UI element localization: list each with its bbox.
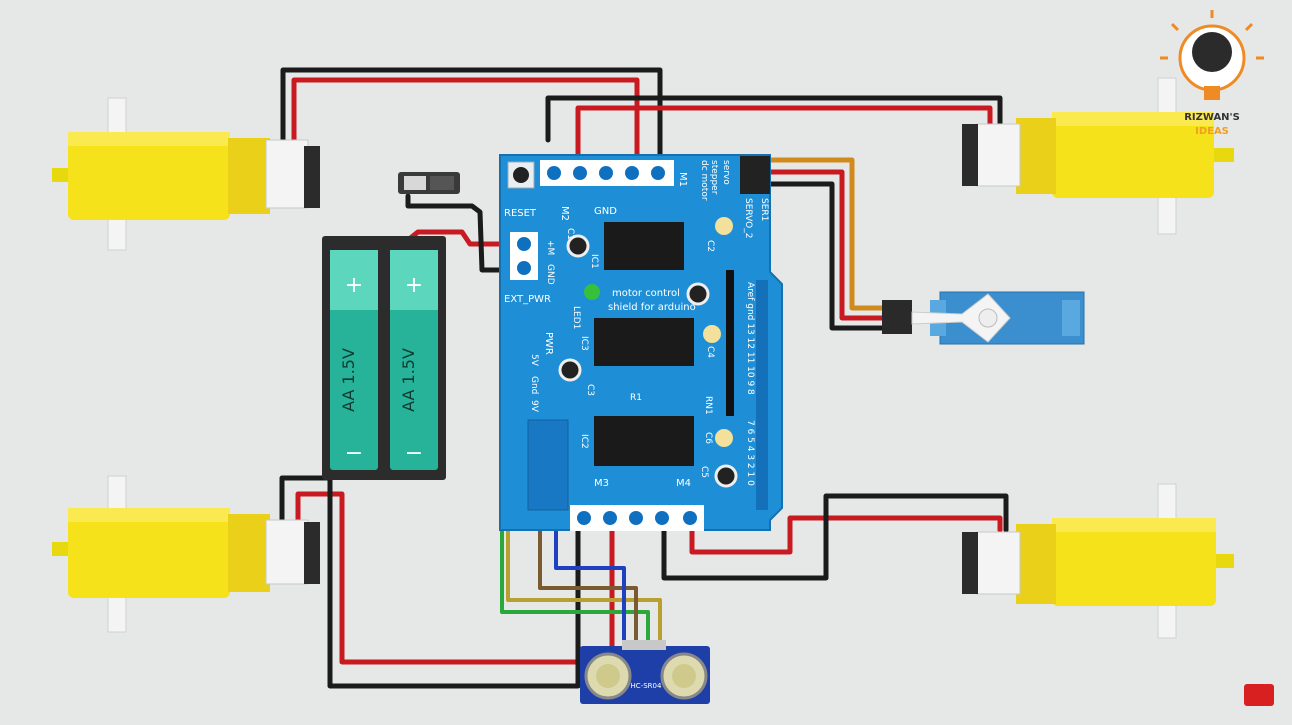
wire-black-m1-topright: [545, 95, 1003, 143]
label-m4: M4: [676, 478, 691, 489]
label-c6: C6: [703, 432, 713, 444]
wires: [279, 67, 1009, 689]
sensor-label: HC-SR04: [631, 682, 662, 690]
battery-2-label: AA 1.5V: [399, 348, 418, 412]
label-c5: C5: [699, 466, 709, 478]
motor-shield: RESET GND EXT_PWR PWR M1 M2 M3 M4 +M GND…: [499, 154, 783, 531]
battery-2-minus: −: [405, 441, 423, 466]
label-reset: RESET: [504, 208, 537, 219]
wire-orange-servo: [767, 157, 893, 311]
motor-bottom-left: [52, 475, 320, 633]
shield-title-1: motor control: [612, 288, 680, 299]
battery-1: + AA 1.5V −: [330, 250, 378, 470]
label-pwr: PWR: [543, 332, 554, 355]
wire-black-servo: [767, 181, 893, 331]
wire-black-battery: [405, 193, 518, 273]
wire-black-m3-bottomleft: [279, 475, 581, 689]
wire-blue-sensor: [554, 503, 626, 650]
battery-2: + AA 1.5V −: [390, 250, 438, 470]
label-led1: LED1: [571, 306, 581, 329]
battery-2-plus: +: [405, 273, 423, 298]
label-c2: C2: [705, 240, 715, 252]
label-m3: M3: [594, 478, 609, 489]
wire-black-m4-bottomright: [661, 493, 1009, 581]
label-ic3: IC3: [579, 336, 589, 351]
logo-line-2: IDEAS: [1195, 126, 1229, 137]
label-ic2: IC2: [579, 434, 589, 449]
label-ext-pwr: EXT_PWR: [504, 294, 551, 305]
wire-red-battery: [405, 229, 518, 247]
label-r1: R1: [630, 393, 642, 403]
label-digital: 7 6 5 4 3 2 1 0: [745, 420, 755, 486]
label-m1: M1: [677, 172, 688, 187]
logo-line-1: RIZWAN'S: [1184, 112, 1240, 123]
battery-1-minus: −: [345, 441, 363, 466]
battery-1-label: AA 1.5V: [339, 348, 358, 412]
motor-bottom-right: [962, 483, 1234, 639]
wire-red-servo: [767, 169, 893, 321]
label-stepper: stepper: [709, 160, 719, 195]
label-9v: 9V: [529, 400, 539, 413]
wire-red-m3-bottomleft: [295, 491, 615, 665]
label-gnd2: Gnd: [529, 376, 539, 394]
wire-red-m1-topright: [575, 105, 993, 173]
label-c4: C4: [705, 346, 715, 358]
label-m2: M2: [559, 206, 570, 221]
power-switch: [398, 172, 460, 194]
wire-black-m1-topleft: [280, 67, 663, 173]
label-servo-2: SERVO_2: [743, 198, 753, 238]
servo-motor: [882, 291, 1085, 345]
motor-top-left: [52, 97, 320, 251]
brain-bulb-icon: [1160, 10, 1264, 100]
motor-top-right: [962, 77, 1234, 235]
brand-logo: RIZWAN'S IDEAS: [1160, 10, 1264, 137]
label-aref: Aref gnd 13 12 11 10 9 8: [745, 282, 755, 395]
label-c3: C3: [585, 384, 595, 396]
shield-title-2: shield for arduino: [608, 302, 696, 313]
label-c1: C1: [565, 228, 575, 240]
label-5v: 5V: [529, 354, 539, 367]
label-rn1: RN1: [703, 396, 713, 415]
wire-red-m4-bottomright: [689, 515, 1003, 555]
label-servo-1: SER1: [759, 198, 769, 221]
wire-red-m1-topleft: [291, 77, 640, 173]
subscribe-badge-icon: [1244, 684, 1274, 706]
ultrasonic-sensor: HC-SR04: [580, 640, 710, 704]
label-gnd: GND: [594, 206, 617, 217]
label-dc-motor: dc motor: [699, 160, 709, 201]
label-gnd-term: GND: [545, 264, 555, 285]
label-ic1: IC1: [589, 254, 599, 269]
battery-pack: + AA 1.5V − + AA 1.5V −: [322, 236, 446, 480]
label-plus-m: +M: [545, 240, 555, 255]
label-servo: servo: [721, 160, 731, 185]
battery-1-plus: +: [345, 273, 363, 298]
